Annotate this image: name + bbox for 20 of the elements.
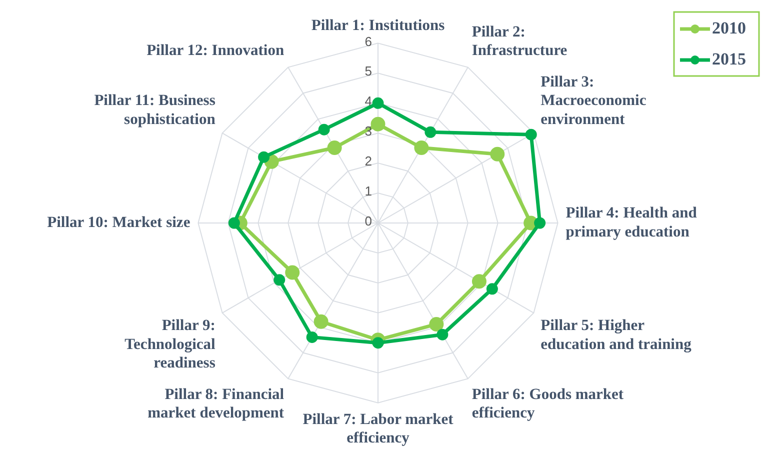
y-tick-label: 5 xyxy=(364,64,372,79)
y-tick-label: 0 xyxy=(364,214,372,229)
y-tick-label: 6 xyxy=(364,34,372,49)
spoke-label: Pillar 4: Health and primary education xyxy=(566,204,698,240)
spoke-label: Pillar 9: Technological readiness xyxy=(124,317,216,372)
y-tick-label: 2 xyxy=(364,154,372,169)
y-tick-label: 1 xyxy=(364,184,372,199)
legend-label: 2015 xyxy=(712,49,746,68)
spoke-label: Pillar 1: Institutions xyxy=(311,16,445,34)
y-tick-label: 4 xyxy=(364,94,372,109)
spoke-label: Pillar 3: Macroeconomic environment xyxy=(540,74,646,128)
legend-label: 2010 xyxy=(712,18,746,38)
spoke-label: Pillar 8: Financial market development xyxy=(148,386,285,422)
spoke-label: Pillar 10: Market size xyxy=(47,214,190,231)
spoke-label: Pillar 12: Innovation xyxy=(146,42,284,60)
spoke-label: Pillar 5: Higher education and training xyxy=(540,317,692,353)
spoke-label: Pillar 7: Labor market efficiency xyxy=(302,411,454,447)
spoke-label: Pillar 2: Infrastructure xyxy=(472,23,568,60)
spoke-label: Pillar 11: Business sophistication xyxy=(94,92,216,128)
spoke-label: Pillar 6: Goods market efficiency xyxy=(472,386,624,422)
